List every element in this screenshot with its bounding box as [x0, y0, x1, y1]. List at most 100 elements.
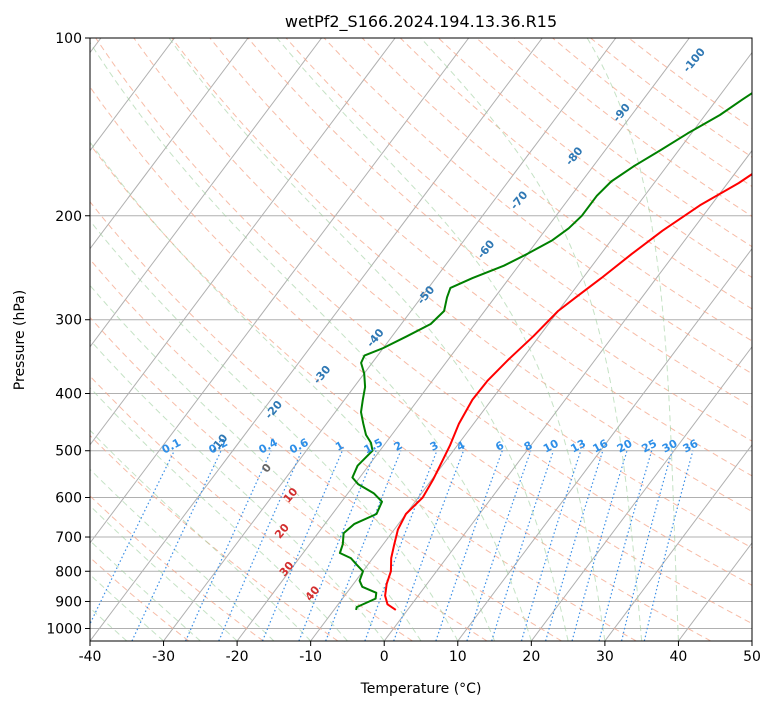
mixing-ratio-label: 10 — [541, 437, 561, 456]
isotherm-line — [0, 38, 322, 641]
mixing-ratio-label: 2 — [392, 439, 405, 454]
dry-adiabat — [591, 38, 775, 641]
dry-adiabat — [362, 38, 775, 641]
x-axis-label: Temperature (°C) — [360, 681, 482, 697]
mixing-ratio-line — [546, 451, 603, 641]
moist-adiabat — [277, 38, 605, 641]
x-tick-label: -10 — [299, 649, 322, 665]
dry-adiabat — [0, 38, 189, 641]
mixing-ratio-line — [467, 451, 531, 641]
dry-adiabat-label: 10 — [281, 485, 301, 505]
isotherm-line — [531, 38, 775, 641]
dry-adiabat — [324, 38, 775, 641]
mixing-ratio-label: 16 — [591, 437, 611, 456]
dry-adiabat-label: 40 — [303, 583, 323, 603]
dry-adiabat — [0, 38, 487, 641]
dry-adiabat-label: -30 — [311, 363, 334, 387]
mixing-ratio-line — [572, 451, 627, 641]
mixing-ratio-label: 0.1 — [160, 436, 183, 457]
mixing-ratio-line — [522, 451, 581, 641]
moist-adiabat — [23, 38, 494, 641]
mixing-ratio-label: 6 — [493, 439, 506, 454]
y-tick-label: 500 — [55, 444, 82, 460]
isotherm-line — [90, 38, 542, 641]
moist-adiabat — [87, 38, 531, 641]
isotherm-line — [384, 38, 775, 641]
dry-adiabat-label: -50 — [415, 283, 438, 307]
x-tick-label: -20 — [226, 649, 249, 665]
y-tick-label: 100 — [55, 31, 82, 47]
dry-adiabat-label: -80 — [563, 144, 586, 168]
isotherm-line — [678, 38, 775, 641]
moist-adiabat — [0, 38, 384, 641]
dry-adiabat — [553, 38, 775, 641]
isotherm-line — [458, 38, 775, 641]
chart-title: wetPf2_S166.2024.194.13.36.R15 — [285, 12, 557, 32]
dry-adiabat-label: 20 — [272, 521, 292, 541]
dry-adiabat-label: -20 — [262, 398, 285, 422]
x-tick-label: 50 — [743, 649, 761, 665]
dry-adiabat — [438, 38, 775, 641]
y-tick-label: 700 — [55, 530, 82, 546]
mixing-ratio-line — [492, 451, 554, 641]
mixing-ratio-line — [326, 451, 401, 641]
mixing-ratio-label: 20 — [615, 437, 635, 456]
x-tick-label: 20 — [522, 649, 540, 665]
dry-adiabat-label: 30 — [277, 559, 297, 579]
mixing-ratio-label: 1 — [333, 439, 346, 454]
dry-adiabat — [0, 38, 413, 641]
x-tick-label: 40 — [670, 649, 688, 665]
x-tick-label: 10 — [449, 649, 467, 665]
mixing-ratio-line — [365, 451, 437, 641]
dry-adiabat-label: -100 — [680, 45, 708, 75]
dry-adiabat — [58, 38, 775, 641]
y-tick-label: 400 — [55, 387, 82, 403]
dry-adiabat — [134, 38, 775, 641]
mixing-ratio-label: 25 — [639, 437, 659, 456]
isotherm-line — [0, 38, 395, 641]
dry-adiabat — [629, 38, 775, 641]
mixing-ratio-label: 3 — [428, 439, 441, 454]
dry-adiabat — [476, 38, 775, 641]
y-tick-label: 200 — [55, 209, 82, 225]
moist-adiabat — [0, 38, 347, 641]
x-tick-label: -30 — [152, 649, 175, 665]
x-tick-label: -40 — [79, 649, 102, 665]
mixing-ratio-line — [622, 451, 673, 641]
mixing-ratio-line — [219, 451, 302, 641]
isotherm-line — [164, 38, 616, 641]
dry-adiabat-label: -70 — [508, 188, 531, 212]
dry-adiabat-label: 0 — [259, 461, 274, 475]
dry-adiabat — [400, 38, 775, 641]
y-tick-label: 600 — [55, 490, 82, 506]
isotherm-line — [0, 38, 248, 641]
mixing-ratio-label: 0.6 — [287, 436, 311, 457]
x-tick-label: 0 — [380, 649, 389, 665]
y-axis-label: Pressure (hPa) — [12, 290, 28, 390]
mixing-ratio-label: 8 — [522, 439, 535, 454]
dry-adiabat — [0, 38, 263, 641]
dry-adiabat — [0, 38, 562, 641]
mixing-ratio-label: 4 — [454, 438, 467, 453]
mixing-ratio-line — [132, 451, 221, 641]
temperature-profile — [385, 38, 775, 610]
moist-adiabat — [0, 38, 200, 641]
plot-frame — [90, 38, 752, 641]
dry-adiabat-label: -90 — [610, 101, 633, 125]
mixing-ratio-line — [644, 451, 693, 641]
mixing-ratio-line — [394, 451, 464, 641]
isotherm-line — [752, 38, 775, 641]
mixing-ratio-line — [299, 451, 376, 641]
x-tick-label: 30 — [596, 649, 614, 665]
moist-adiabat — [0, 38, 237, 641]
moist-adiabat — [0, 38, 311, 641]
mixing-ratio-label: 0.4 — [257, 436, 281, 457]
y-tick-label: 300 — [55, 313, 82, 329]
y-tick-label: 1000 — [46, 621, 82, 637]
mixing-ratio-line — [263, 451, 343, 641]
y-tick-label: 900 — [55, 594, 82, 610]
mixing-ratio-label: 30 — [660, 437, 680, 456]
y-tick-label: 800 — [55, 564, 82, 580]
